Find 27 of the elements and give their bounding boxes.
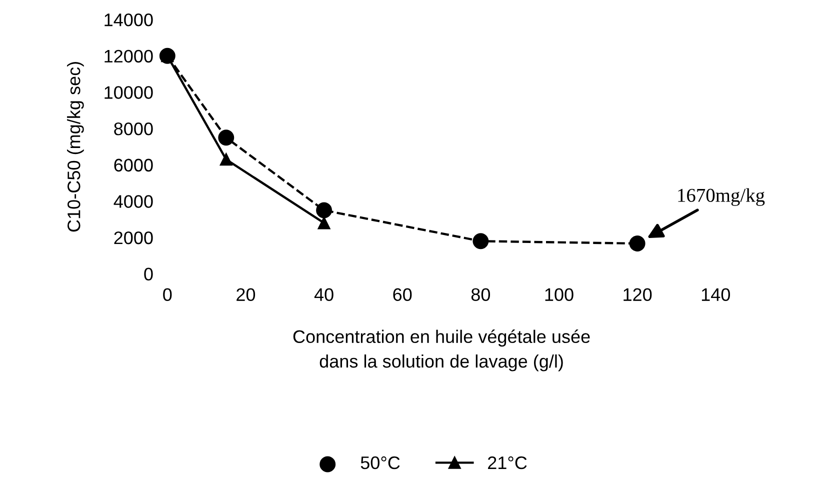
x-tick-label: 120 bbox=[624, 288, 652, 301]
y-tick-label: 2000 bbox=[114, 231, 153, 244]
x-tick-label: 100 bbox=[545, 288, 574, 301]
y-tick-label: 14000 bbox=[104, 13, 153, 26]
point bbox=[318, 216, 330, 230]
y-tick-label: 8000 bbox=[114, 122, 153, 136]
x-tick-label: 0 bbox=[163, 288, 172, 301]
y-tick-label: 10000 bbox=[104, 86, 153, 99]
x-tick-label: 40 bbox=[314, 288, 334, 301]
y-tick-label: 0 bbox=[144, 268, 153, 281]
legend-label: 21°C bbox=[488, 456, 527, 470]
x-tick-label: 80 bbox=[471, 288, 490, 301]
y-tick-label: 4000 bbox=[114, 195, 153, 208]
point bbox=[316, 202, 332, 218]
x-axis-title: Concentration en huile végétale usée dans la solution de lavage (g/l) bbox=[293, 330, 590, 372]
x-tick-label: 140 bbox=[702, 288, 730, 301]
point bbox=[220, 153, 232, 166]
point bbox=[218, 130, 234, 146]
x-tick-label: 60 bbox=[393, 288, 412, 301]
point bbox=[472, 233, 489, 250]
y-axis-title: C10-C50 (mg/kg sec) bbox=[67, 62, 84, 232]
annotation: 1670mg/kg bbox=[678, 188, 765, 206]
y-tick-label: 6000 bbox=[114, 158, 153, 172]
legend-label: 50°C bbox=[360, 456, 400, 470]
x-tick-label: 20 bbox=[236, 288, 256, 301]
y-tick-label: 12000 bbox=[104, 50, 153, 63]
point bbox=[629, 236, 646, 252]
